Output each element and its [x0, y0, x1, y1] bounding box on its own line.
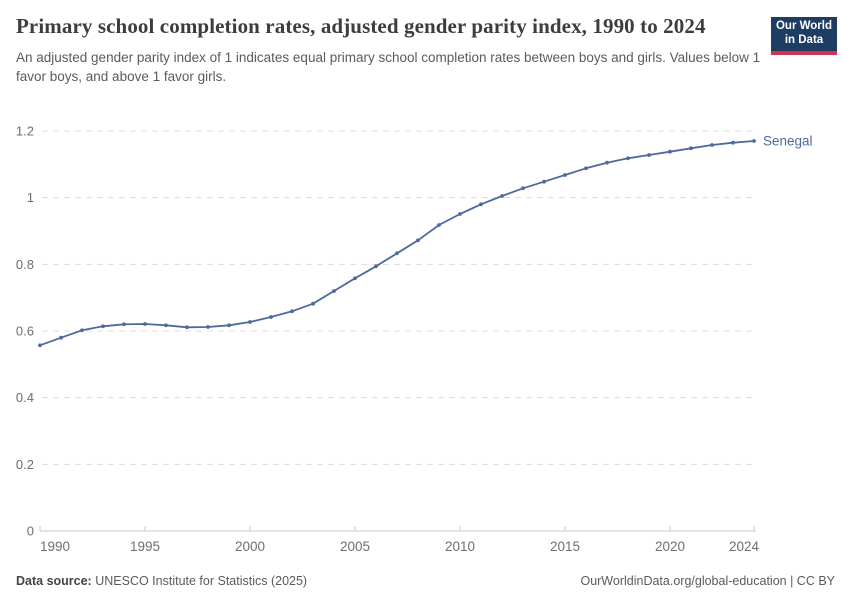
gridlines [42, 130, 756, 465]
series-points[interactable] [38, 139, 756, 348]
x-tick-label: 2020 [655, 539, 685, 554]
y-tick-label: 1.2 [16, 124, 34, 139]
y-axis-labels: 0 0.2 0.4 0.6 0.8 1 1.2 [16, 124, 34, 539]
y-tick-label: 0.8 [16, 257, 34, 272]
data-source-value: UNESCO Institute for Statistics (2025) [95, 574, 308, 588]
x-tick-label: 1990 [40, 539, 70, 554]
x-tick-label: 2005 [340, 539, 370, 554]
owid-logo[interactable]: Our World in Data [771, 17, 837, 55]
data-source: Data source: UNESCO Institute for Statis… [16, 574, 307, 588]
x-axis-labels: 1990 1995 2000 2005 2010 2015 2020 2024 [40, 539, 760, 554]
line-chart: 0 0.2 0.4 0.6 0.8 1 1.2 1990 1995 2000 2005 2010 201… [16, 124, 813, 555]
y-tick-label: 1 [27, 190, 34, 205]
x-tick-label: 2024 [729, 539, 760, 554]
x-tick-label: 2000 [235, 539, 265, 554]
y-tick-label: 0.2 [16, 457, 34, 472]
y-tick-label: 0.4 [16, 390, 34, 405]
chart-footer: Data source: UNESCO Institute for Statis… [16, 574, 835, 588]
x-axis-ticks [39, 526, 755, 531]
x-tick-label: 1995 [130, 539, 160, 554]
data-source-label: Data source: [16, 574, 92, 588]
owid-logo-line2: in Data [784, 33, 824, 46]
footer-url-license[interactable]: OurWorldinData.org/global-education | CC… [580, 574, 835, 588]
chart-title: Primary school completion rates, adjuste… [16, 14, 706, 38]
x-tick-label: 2010 [445, 539, 475, 554]
y-tick-label: 0.6 [16, 324, 34, 339]
entity-label[interactable]: Senegal [763, 134, 813, 149]
y-tick-label: 0 [27, 524, 34, 539]
owid-logo-line1: Our World [775, 20, 832, 32]
series-line[interactable] [39, 140, 755, 347]
chart-subtitle: An adjusted gender parity index of 1 ind… [16, 50, 761, 84]
x-tick-label: 2015 [550, 539, 580, 554]
chart-header: Primary school completion rates, adjuste… [16, 13, 837, 86]
